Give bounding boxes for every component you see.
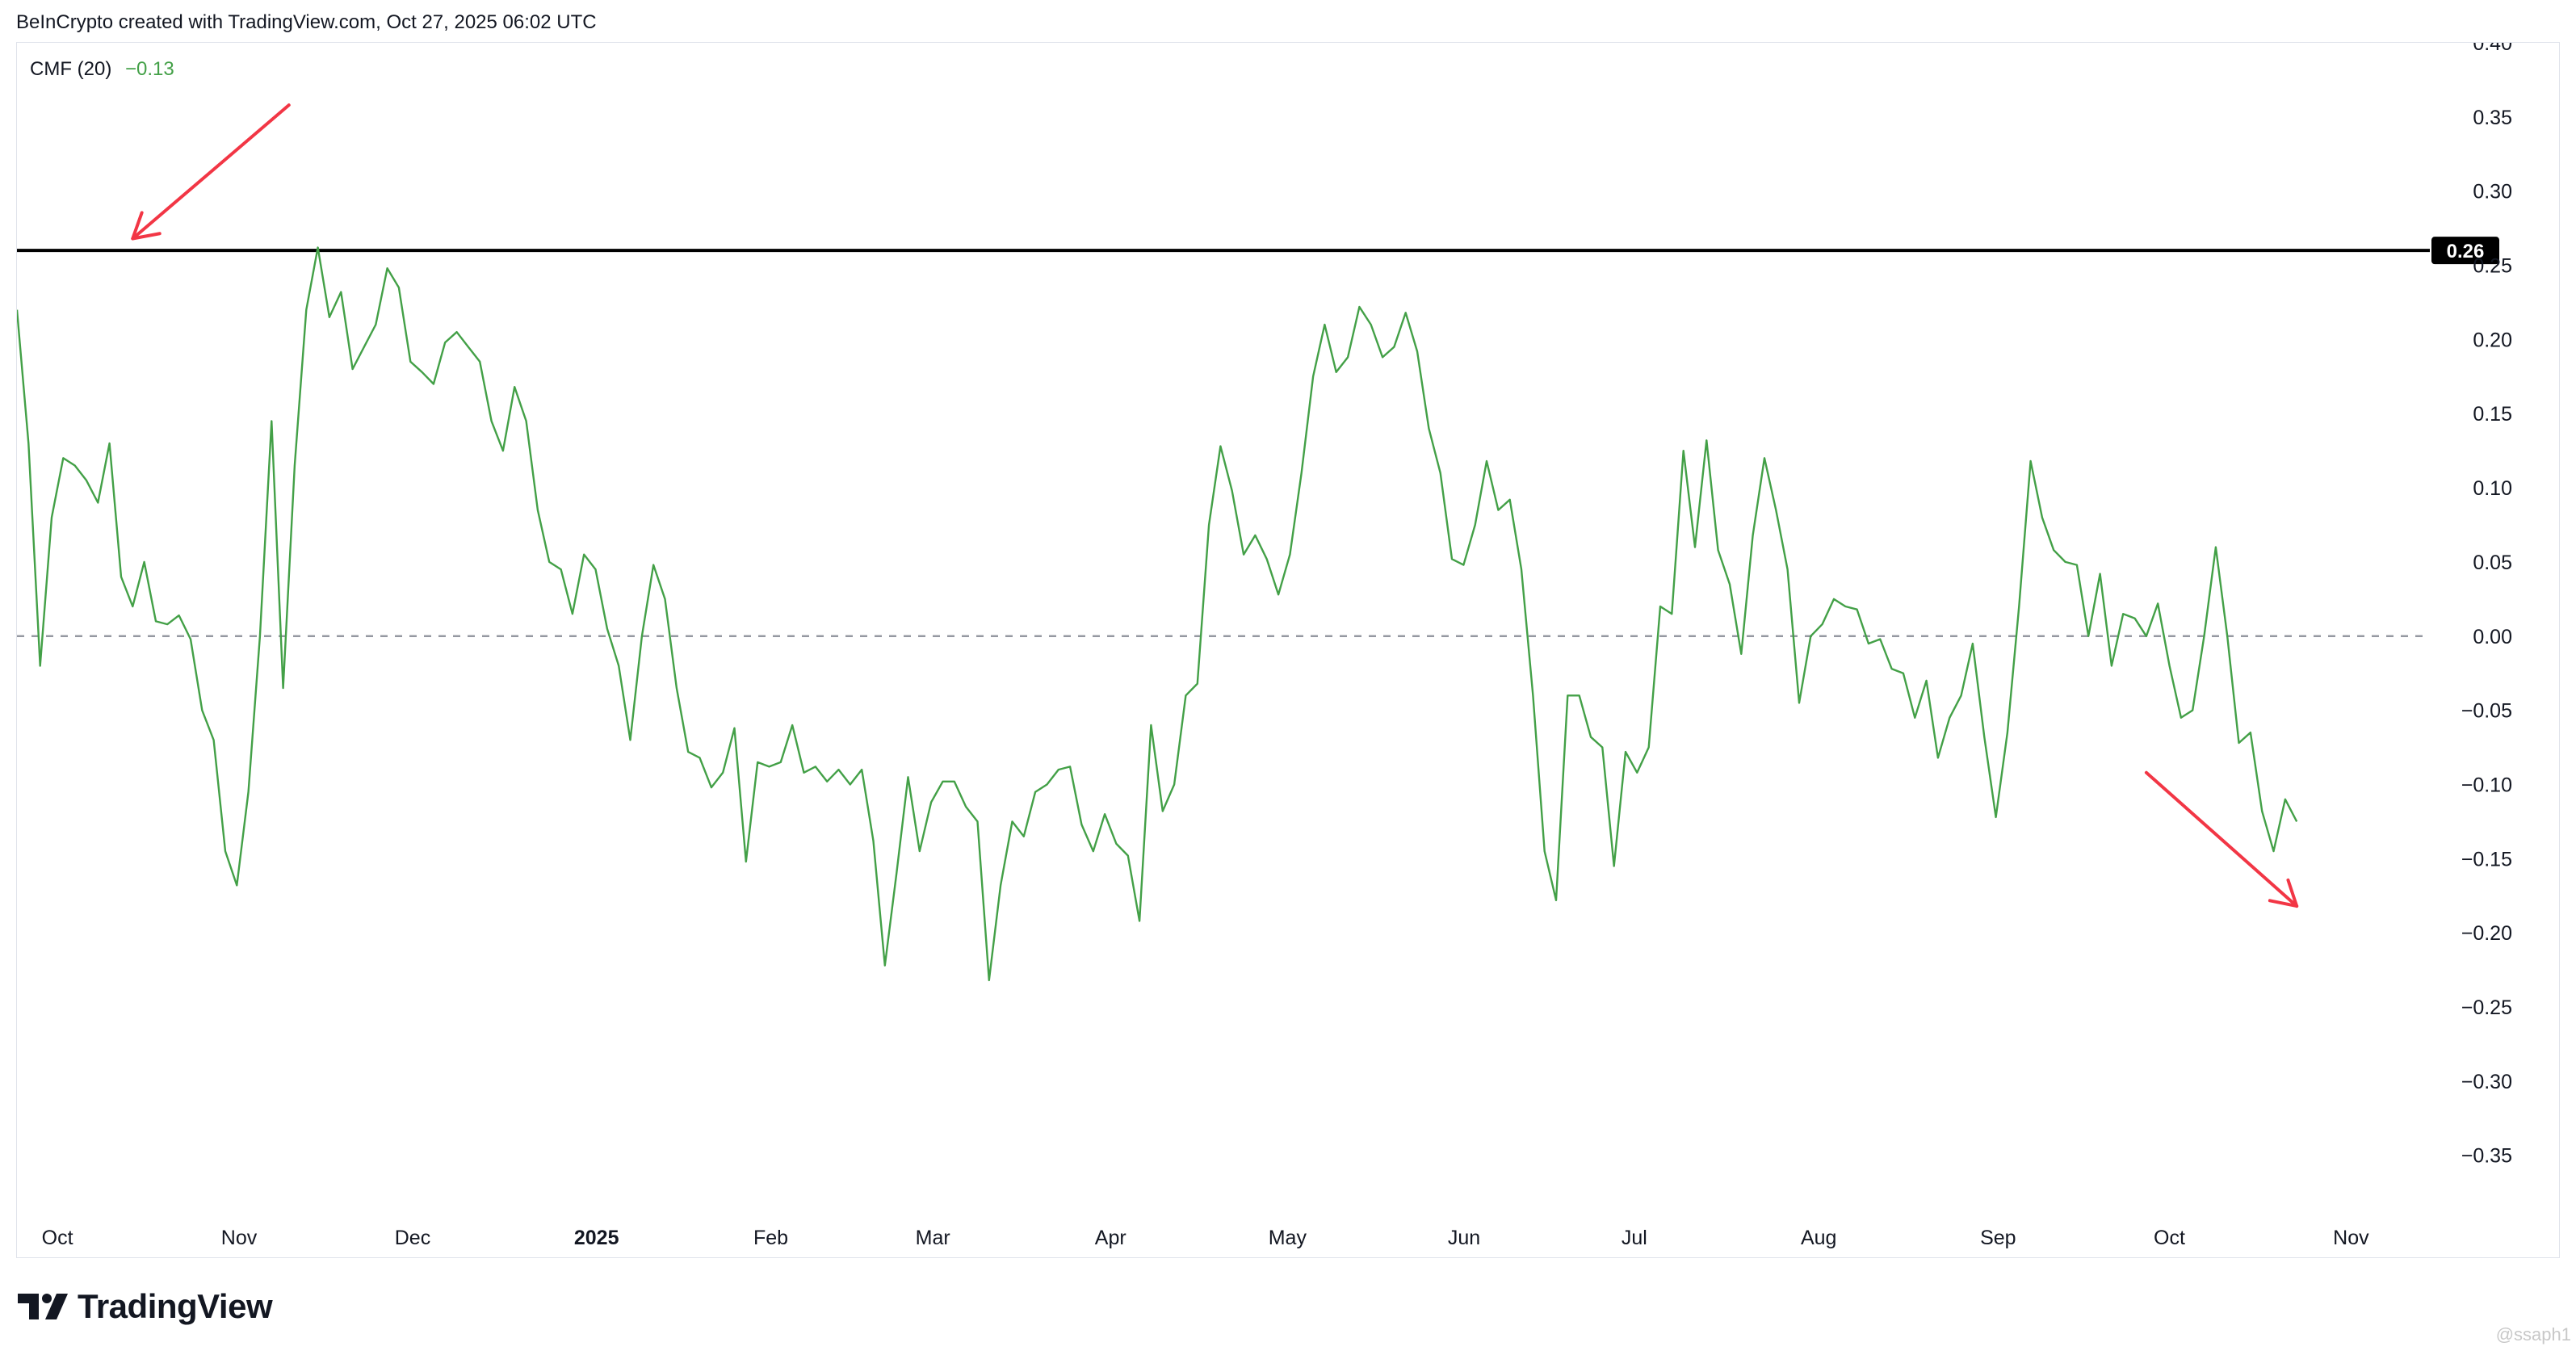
x-axis-tick-label: Sep bbox=[1980, 1227, 2016, 1249]
y-axis-tick-label: 0.40 bbox=[2473, 43, 2512, 55]
attribution-header: BeInCrypto created with TradingView.com,… bbox=[16, 11, 597, 33]
x-axis-tick-label: May bbox=[1269, 1227, 1307, 1249]
cmf-series-line[interactable] bbox=[17, 246, 2298, 982]
x-axis-tick-label: Nov bbox=[221, 1227, 258, 1249]
y-axis-tick-label: −0.05 bbox=[2461, 700, 2512, 723]
red-arrow-annotation[interactable] bbox=[131, 103, 291, 241]
x-axis-tick-label: Jun bbox=[1448, 1227, 1480, 1249]
y-axis-tick-label: −0.15 bbox=[2461, 848, 2512, 870]
y-axis-tick-label: 0.10 bbox=[2473, 477, 2512, 500]
y-axis-tick-label: −0.20 bbox=[2461, 922, 2512, 945]
y-axis-tick-label: 0.05 bbox=[2473, 552, 2512, 574]
x-axis-tick-label: Feb bbox=[753, 1227, 788, 1249]
chart-pane[interactable]: 0.26 0.40 0.35 0.30 0.25 0.20 0.15 0.10 0.05 0.0… bbox=[16, 42, 2560, 1258]
y-axis-tick-label: 0.30 bbox=[2473, 181, 2512, 203]
y-axis-tick-label: 0.15 bbox=[2473, 403, 2512, 426]
x-axis-tick-label: Oct bbox=[42, 1227, 73, 1249]
cmf-chart[interactable]: 0.26 0.40 0.35 0.30 0.25 0.20 0.15 0.10 0.05 0.0… bbox=[17, 43, 2561, 1259]
level-price-badge-label: 0.26 bbox=[2447, 241, 2485, 262]
x-axis-tick-label: Jul bbox=[1622, 1227, 1647, 1249]
x-axis-tick-label: Nov bbox=[2333, 1227, 2369, 1249]
y-axis-tick-label: −0.10 bbox=[2461, 774, 2512, 796]
y-axis-tick-label: 0.35 bbox=[2473, 107, 2512, 129]
tradingview-logo[interactable]: TradingView bbox=[18, 1287, 273, 1326]
x-axis-tick-label: Mar bbox=[916, 1227, 950, 1249]
red-arrow-annotation[interactable] bbox=[2144, 770, 2299, 908]
tradingview-logo-text: TradingView bbox=[78, 1287, 273, 1325]
y-axis-tick-label: −0.35 bbox=[2461, 1145, 2512, 1168]
watermark: @ssaph1 bbox=[2495, 1324, 2571, 1345]
y-axis-tick-label: 0.25 bbox=[2473, 255, 2512, 278]
y-axis-tick-label: −0.25 bbox=[2461, 996, 2512, 1019]
x-axis-tick-label: Apr bbox=[1095, 1227, 1126, 1249]
indicator-legend-name[interactable]: CMF (20) bbox=[30, 58, 111, 80]
y-axis-tick-label: 0.20 bbox=[2473, 329, 2512, 351]
tradingview-logo-icon bbox=[18, 1294, 68, 1319]
y-axis-tick-label: 0.00 bbox=[2473, 626, 2512, 648]
x-axis-tick-label: Dec bbox=[395, 1227, 430, 1249]
x-axis-tick-label: Oct bbox=[2154, 1227, 2185, 1249]
x-axis-tick-label: 2025 bbox=[574, 1227, 619, 1249]
x-axis-tick-label: Aug bbox=[1801, 1227, 1836, 1249]
indicator-legend-value: −0.13 bbox=[125, 58, 174, 80]
level-price-badge bbox=[2431, 237, 2499, 265]
y-axis-tick-label: −0.30 bbox=[2461, 1071, 2512, 1093]
